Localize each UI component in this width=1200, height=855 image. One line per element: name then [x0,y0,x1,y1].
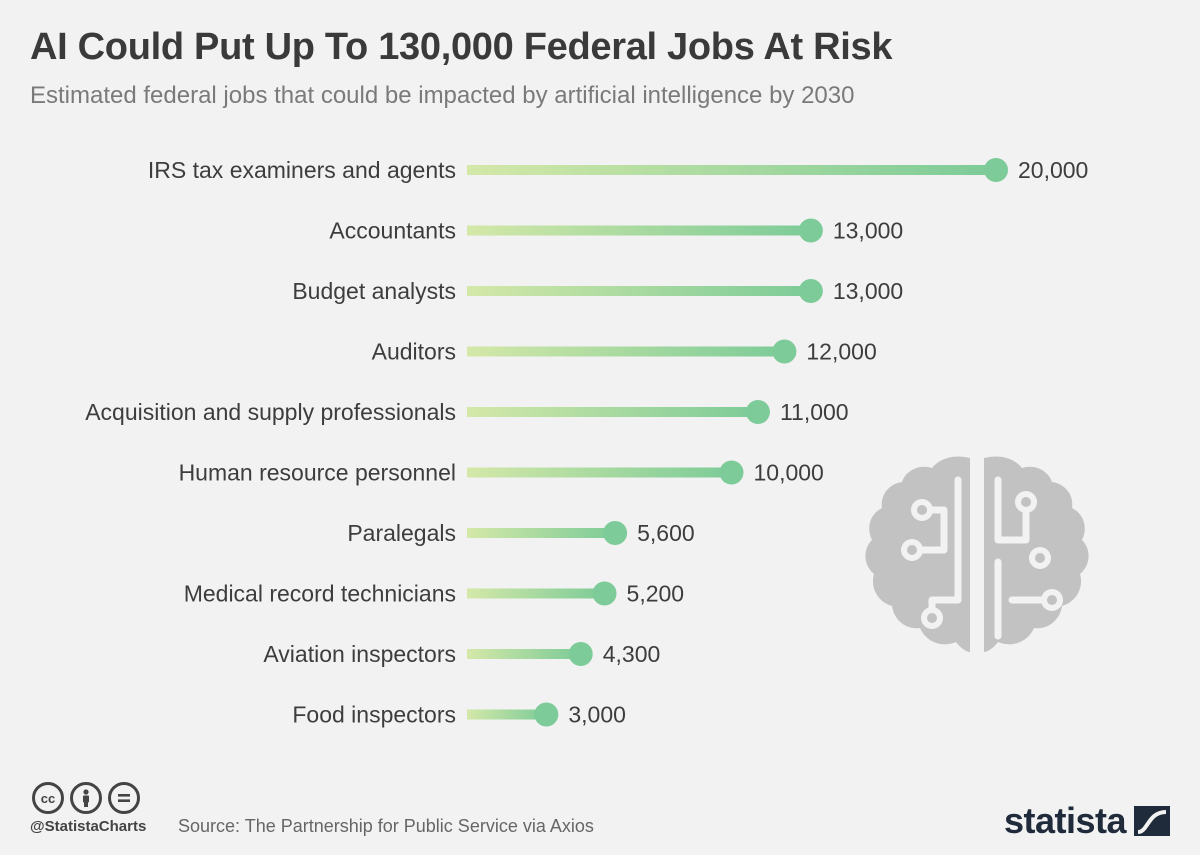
statista-logo-icon [1134,806,1171,836]
bar-stem [467,467,732,478]
brain-circuit-icon [865,456,1089,652]
value-label: 11,000 [780,399,849,425]
bar-stem [467,528,616,538]
statista-handle: @StatistaCharts [30,818,147,835]
bar-stem [467,649,581,659]
category-label: IRS tax examiners and agents [148,157,456,183]
bar-dot [719,460,744,485]
value-label: 13,000 [833,278,903,304]
category-label: Food inspectors [292,702,456,728]
value-label: 10,000 [754,460,824,486]
bar-stem [467,588,605,599]
bar-stem [467,407,758,417]
value-label: 12,000 [806,339,876,365]
category-label: Aviation inspectors [263,641,456,667]
bar-stem [467,709,547,720]
brand-text: statista [1004,800,1127,841]
license-icons: cc [32,782,140,814]
value-label: 13,000 [833,218,903,244]
bar-dot [603,521,628,545]
value-label: 5,600 [637,520,695,546]
bar-dot [984,158,1008,182]
bar-dot [798,279,823,303]
category-label: Medical record technicians [184,581,456,607]
cc-icon: cc [32,782,64,814]
bar-dot [745,400,770,424]
bar-dot [534,702,559,727]
value-label: 3,000 [568,702,626,728]
category-label: Auditors [372,339,456,365]
chart-title: AI Could Put Up To 130,000 Federal Jobs … [30,26,893,68]
source-note: Source: The Partnership for Public Servi… [178,816,594,836]
bar-dot [772,339,797,364]
bar-dot [592,581,617,606]
bar-stem [467,165,996,175]
chart-subtitle: Estimated federal jobs that could be imp… [30,82,855,109]
value-label: 4,300 [603,641,661,667]
category-label: Budget analysts [292,278,456,304]
value-label: 20,000 [1018,157,1088,183]
category-label: Acquisition and supply professionals [85,399,456,425]
statista-brand: statista [1004,800,1171,842]
category-label: Accountants [329,218,456,244]
bar-stem [467,225,811,236]
by-icon [70,782,102,814]
bar-stem [467,286,811,296]
nd-icon [108,782,140,814]
bar-dot [568,642,593,666]
bar-dot [798,218,823,243]
bar-stem [467,346,785,357]
value-label: 5,200 [627,581,685,607]
lollipop-chart: IRS tax examiners and agents 20,000 Accoun… [85,157,1088,728]
category-label: Human resource personnel [179,460,456,486]
category-label: Paralegals [347,520,456,546]
